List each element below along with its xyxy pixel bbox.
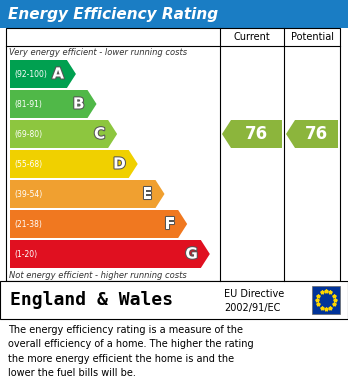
Text: D: D bbox=[113, 156, 126, 172]
Text: (39-54): (39-54) bbox=[14, 190, 42, 199]
Bar bbox=[312, 286, 340, 314]
Text: (55-68): (55-68) bbox=[14, 160, 42, 169]
Text: B: B bbox=[73, 97, 85, 111]
Text: The energy efficiency rating is a measure of the
overall efficiency of a home. T: The energy efficiency rating is a measur… bbox=[8, 325, 254, 378]
Text: 76: 76 bbox=[305, 125, 328, 143]
Text: (81-91): (81-91) bbox=[14, 99, 42, 108]
Text: (69-80): (69-80) bbox=[14, 129, 42, 138]
Text: England & Wales: England & Wales bbox=[10, 291, 173, 309]
Text: Current: Current bbox=[234, 32, 270, 42]
Text: C: C bbox=[94, 127, 105, 142]
Polygon shape bbox=[286, 120, 338, 148]
Text: G: G bbox=[185, 246, 198, 262]
Polygon shape bbox=[10, 60, 76, 88]
Polygon shape bbox=[10, 240, 210, 268]
Text: (92-100): (92-100) bbox=[14, 70, 47, 79]
Text: (1-20): (1-20) bbox=[14, 249, 37, 258]
Polygon shape bbox=[10, 210, 187, 238]
Bar bbox=[6, 28, 340, 281]
Text: EU Directive: EU Directive bbox=[224, 289, 284, 299]
Bar bbox=[0, 0, 348, 28]
Text: 2002/91/EC: 2002/91/EC bbox=[224, 303, 280, 312]
Bar bbox=[0, 281, 348, 319]
Text: 76: 76 bbox=[245, 125, 268, 143]
Text: F: F bbox=[165, 217, 175, 231]
Polygon shape bbox=[10, 150, 138, 178]
Text: (21-38): (21-38) bbox=[14, 219, 42, 228]
Polygon shape bbox=[10, 90, 96, 118]
Polygon shape bbox=[10, 120, 117, 148]
Text: Not energy efficient - higher running costs: Not energy efficient - higher running co… bbox=[9, 271, 187, 280]
Polygon shape bbox=[10, 180, 165, 208]
Text: A: A bbox=[52, 66, 64, 81]
Text: Very energy efficient - lower running costs: Very energy efficient - lower running co… bbox=[9, 48, 187, 57]
Polygon shape bbox=[222, 120, 282, 148]
Text: Energy Efficiency Rating: Energy Efficiency Rating bbox=[8, 7, 218, 22]
Text: E: E bbox=[142, 187, 152, 201]
Text: Potential: Potential bbox=[291, 32, 333, 42]
